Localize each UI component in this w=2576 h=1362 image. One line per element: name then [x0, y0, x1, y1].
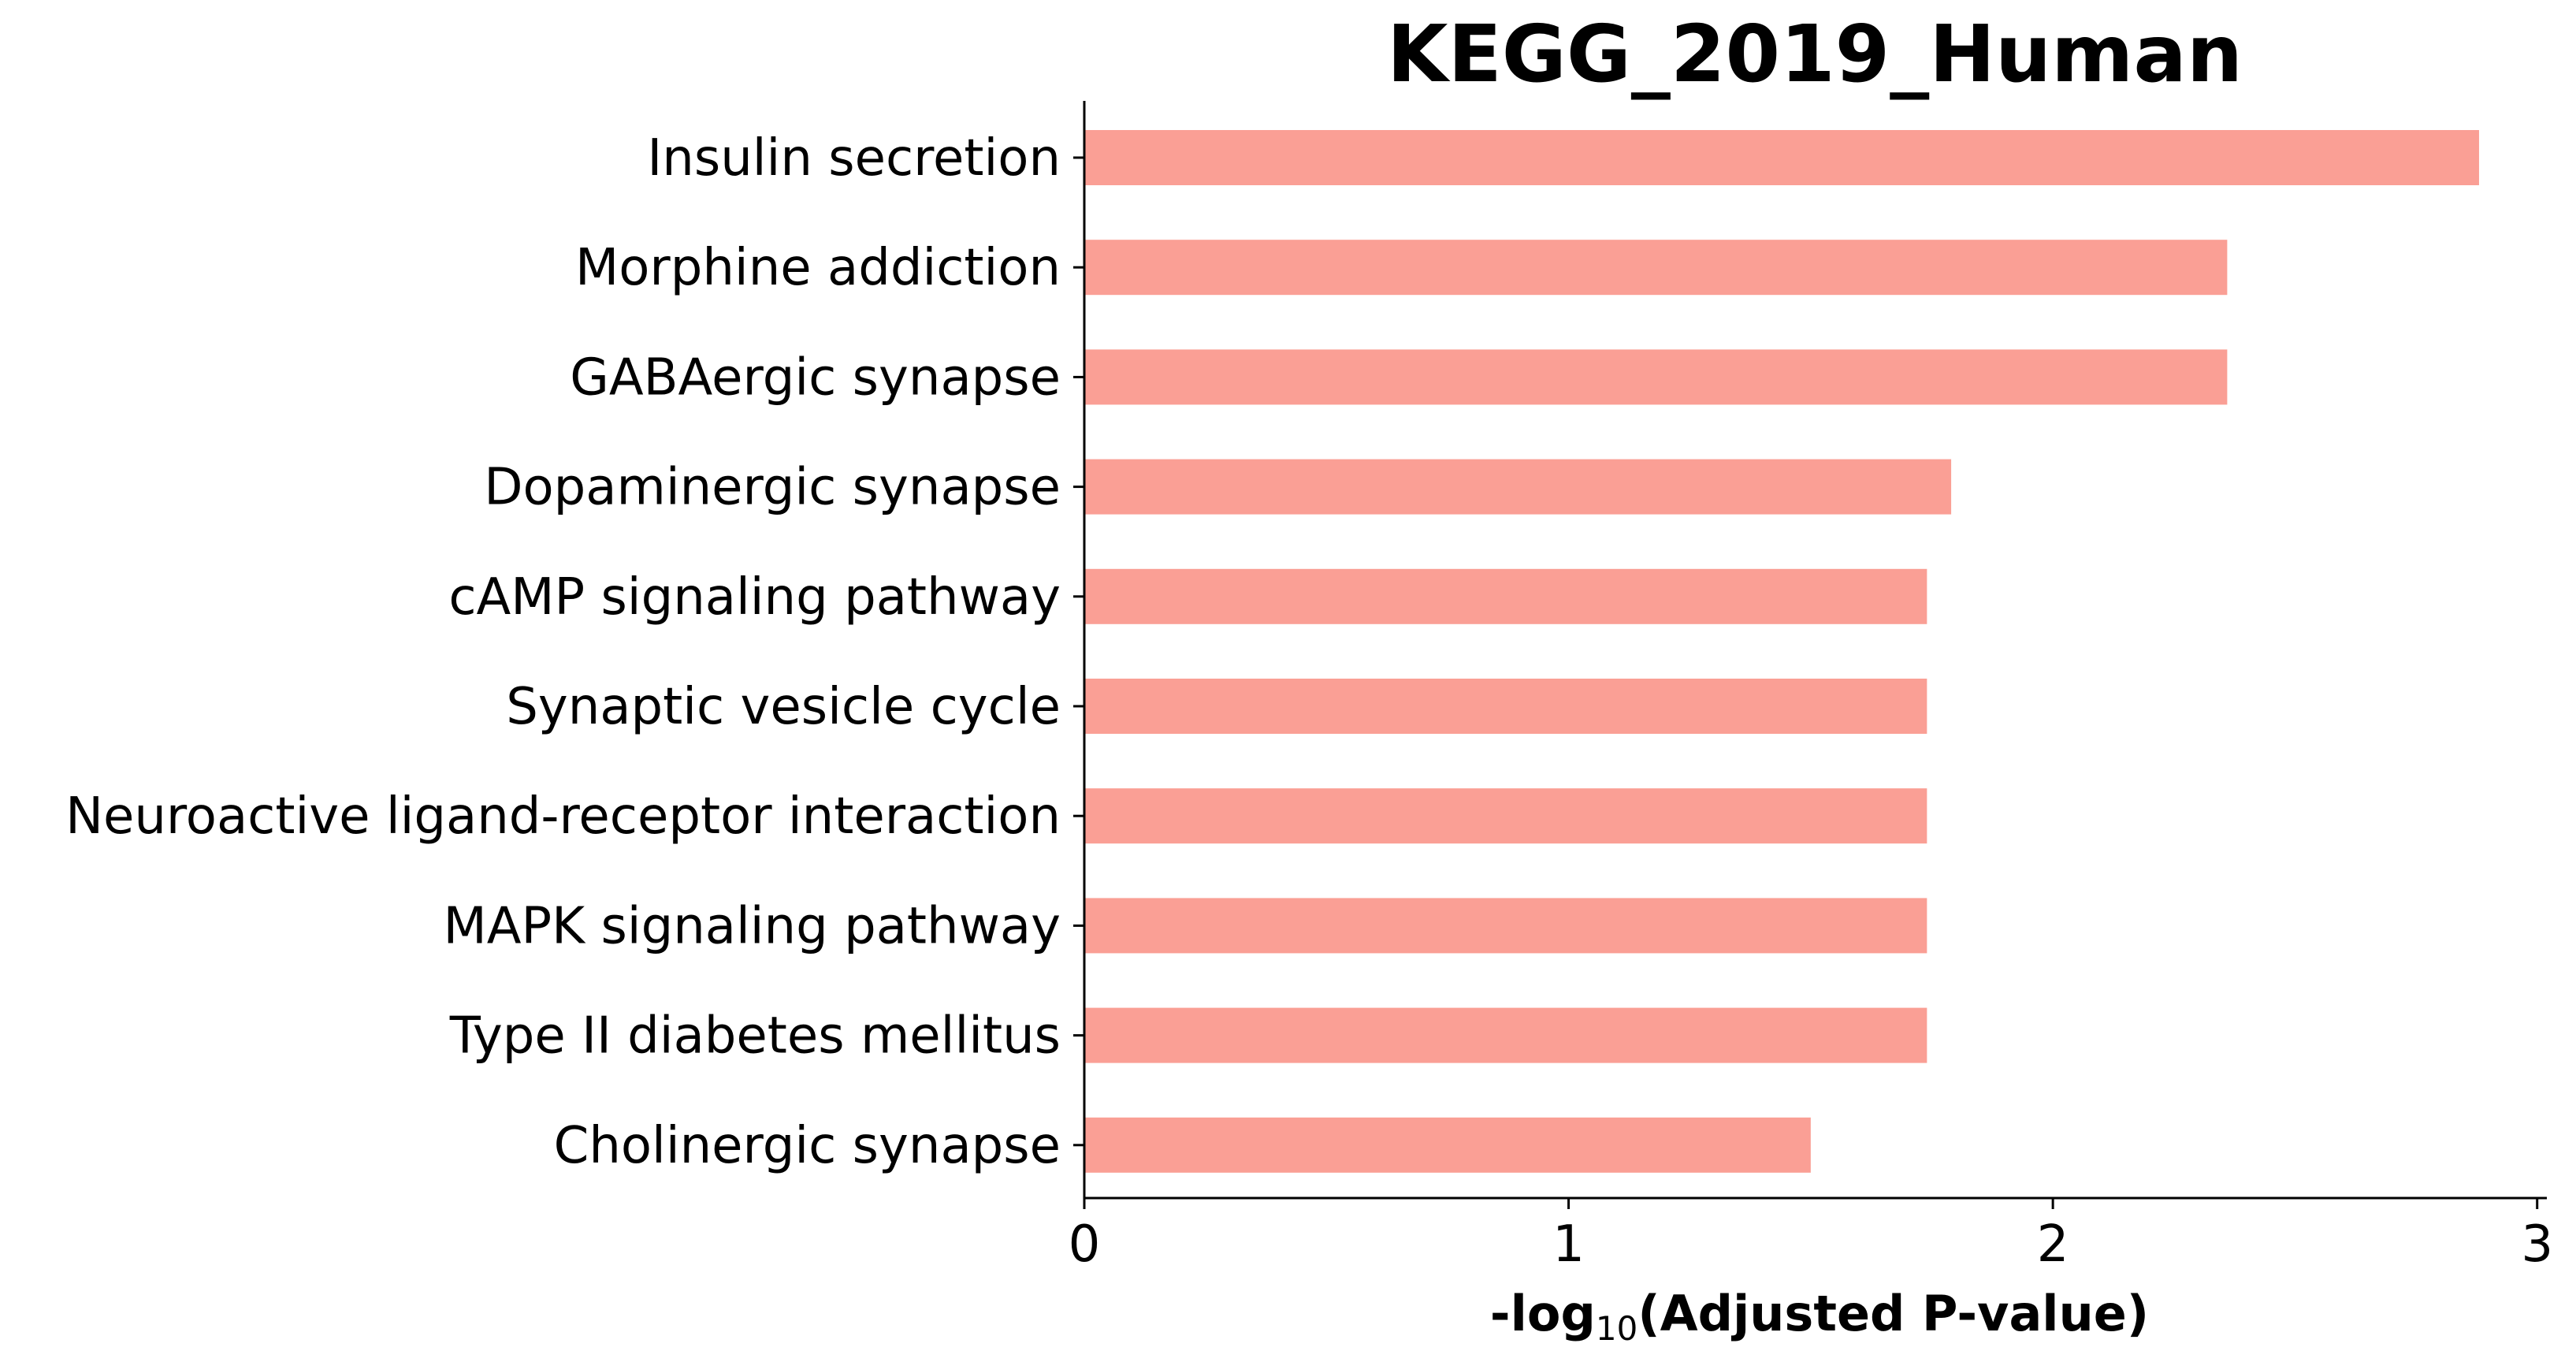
x-axis-label: -log10(Adjusted P-value) — [1490, 1285, 2149, 1348]
category-label: Dopaminergic synapse — [484, 459, 1061, 517]
x-tick-label: 1 — [1552, 1215, 1585, 1274]
x-tick-label: 3 — [2521, 1215, 2553, 1274]
bar — [1084, 130, 2479, 185]
bar — [1084, 1117, 1811, 1173]
x-ticks: 0 1 2 3 — [1069, 1198, 2553, 1274]
bar — [1084, 568, 1927, 624]
x-axis-label-prefix: -log — [1490, 1285, 1596, 1342]
category-label: Type II diabetes mellitus — [449, 1007, 1061, 1066]
bar — [1084, 788, 1927, 844]
bar — [1084, 898, 1927, 954]
bar — [1084, 679, 1927, 734]
x-axis-label-suffix: (Adjusted P-value) — [1637, 1285, 2149, 1342]
x-axis-label-subscript: 10 — [1596, 1309, 1637, 1348]
category-labels: Insulin secretion Morphine addiction GABAe… — [65, 129, 1084, 1175]
category-label: GABAergic synapse — [570, 348, 1061, 407]
x-tick-label: 2 — [2037, 1215, 2069, 1274]
chart-title: KEGG_2019_Human — [1387, 8, 2243, 100]
bar — [1084, 349, 2228, 405]
category-label: Morphine addiction — [575, 239, 1061, 297]
bars-group — [1084, 130, 2479, 1173]
category-label: MAPK signaling pathway — [444, 897, 1061, 955]
category-label: Insulin secretion — [647, 129, 1061, 188]
bar — [1084, 240, 2228, 296]
category-label: cAMP signaling pathway — [448, 568, 1061, 627]
category-label: Cholinergic synapse — [554, 1117, 1061, 1175]
x-tick-label: 0 — [1069, 1215, 1101, 1274]
category-label: Neuroactive ligand-receptor interaction — [65, 787, 1061, 846]
bar — [1084, 1007, 1927, 1063]
category-label: Synaptic vesicle cycle — [506, 678, 1061, 736]
bar — [1084, 459, 1952, 515]
